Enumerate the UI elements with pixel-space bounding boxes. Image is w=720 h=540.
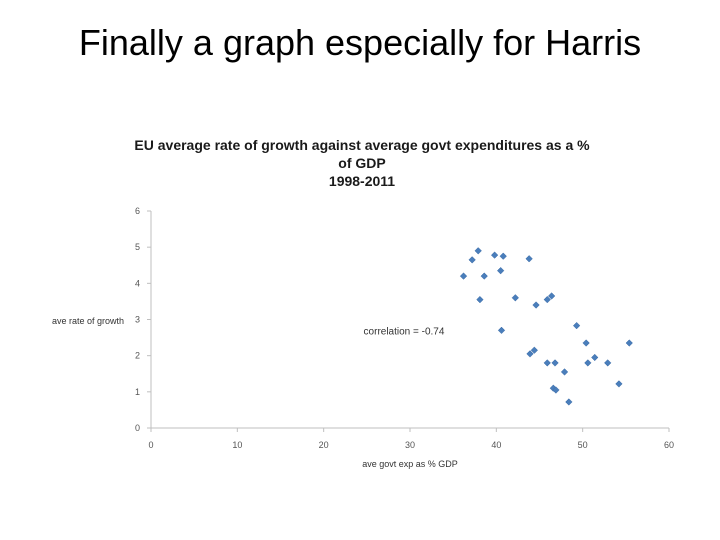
- data-point: [525, 255, 533, 263]
- data-point: [625, 339, 633, 347]
- y-axis-ticks: 0 1 2 3 4 5 6: [135, 206, 151, 433]
- data-points: [459, 247, 633, 406]
- data-point: [530, 346, 538, 354]
- chart-title-line: EU average rate of growth against averag…: [134, 137, 590, 153]
- y-tick-label: 4: [135, 278, 140, 288]
- x-axis-title: ave govt exp as % GDP: [362, 459, 458, 469]
- chart-title-line: 1998-2011: [329, 173, 395, 189]
- data-point: [543, 295, 551, 304]
- x-tick-label: 50: [578, 440, 588, 450]
- data-point: [584, 359, 592, 367]
- data-point: [459, 272, 468, 280]
- data-point: [499, 252, 507, 260]
- data-point: [468, 256, 476, 264]
- data-point: [560, 368, 569, 376]
- data-point: [552, 386, 560, 394]
- data-point: [582, 339, 590, 347]
- data-point: [480, 272, 488, 280]
- data-point: [565, 398, 573, 406]
- x-tick-label: 0: [148, 440, 153, 450]
- data-point: [604, 359, 612, 367]
- data-point: [572, 321, 581, 330]
- y-tick-label: 0: [135, 423, 140, 433]
- slide-title: Finally a graph especially for Harris: [78, 22, 642, 63]
- data-point: [496, 267, 505, 275]
- data-point: [474, 247, 482, 255]
- data-point: [476, 295, 484, 304]
- x-axis-ticks: 0 10 20 30 40 50 60: [148, 428, 674, 450]
- y-tick-label: 1: [135, 387, 140, 397]
- y-tick-label: 5: [135, 242, 140, 252]
- x-tick-label: 40: [491, 440, 501, 450]
- data-point: [490, 251, 499, 259]
- data-point: [511, 294, 519, 302]
- y-axis-title: ave rate of growth: [52, 316, 124, 326]
- data-point: [532, 301, 540, 309]
- chart-title-line: of GDP: [338, 155, 385, 171]
- x-tick-label: 60: [664, 440, 674, 450]
- chart-annotations: correlation = -0.74: [364, 326, 445, 337]
- data-point: [497, 326, 506, 335]
- data-point: [615, 380, 623, 388]
- data-point: [526, 350, 534, 358]
- x-tick-label: 20: [319, 440, 329, 450]
- data-point: [551, 359, 559, 367]
- data-point: [547, 292, 556, 300]
- y-tick-label: 3: [135, 315, 140, 325]
- x-tick-label: 10: [232, 440, 242, 450]
- y-tick-label: 2: [135, 351, 140, 361]
- y-tick-label: 6: [135, 206, 140, 216]
- chart-title: EU average rate of growth against averag…: [134, 137, 590, 189]
- correlation-annotation: correlation = -0.74: [364, 326, 445, 337]
- x-tick-label: 30: [405, 440, 415, 450]
- data-point: [591, 353, 599, 362]
- data-point: [543, 359, 551, 367]
